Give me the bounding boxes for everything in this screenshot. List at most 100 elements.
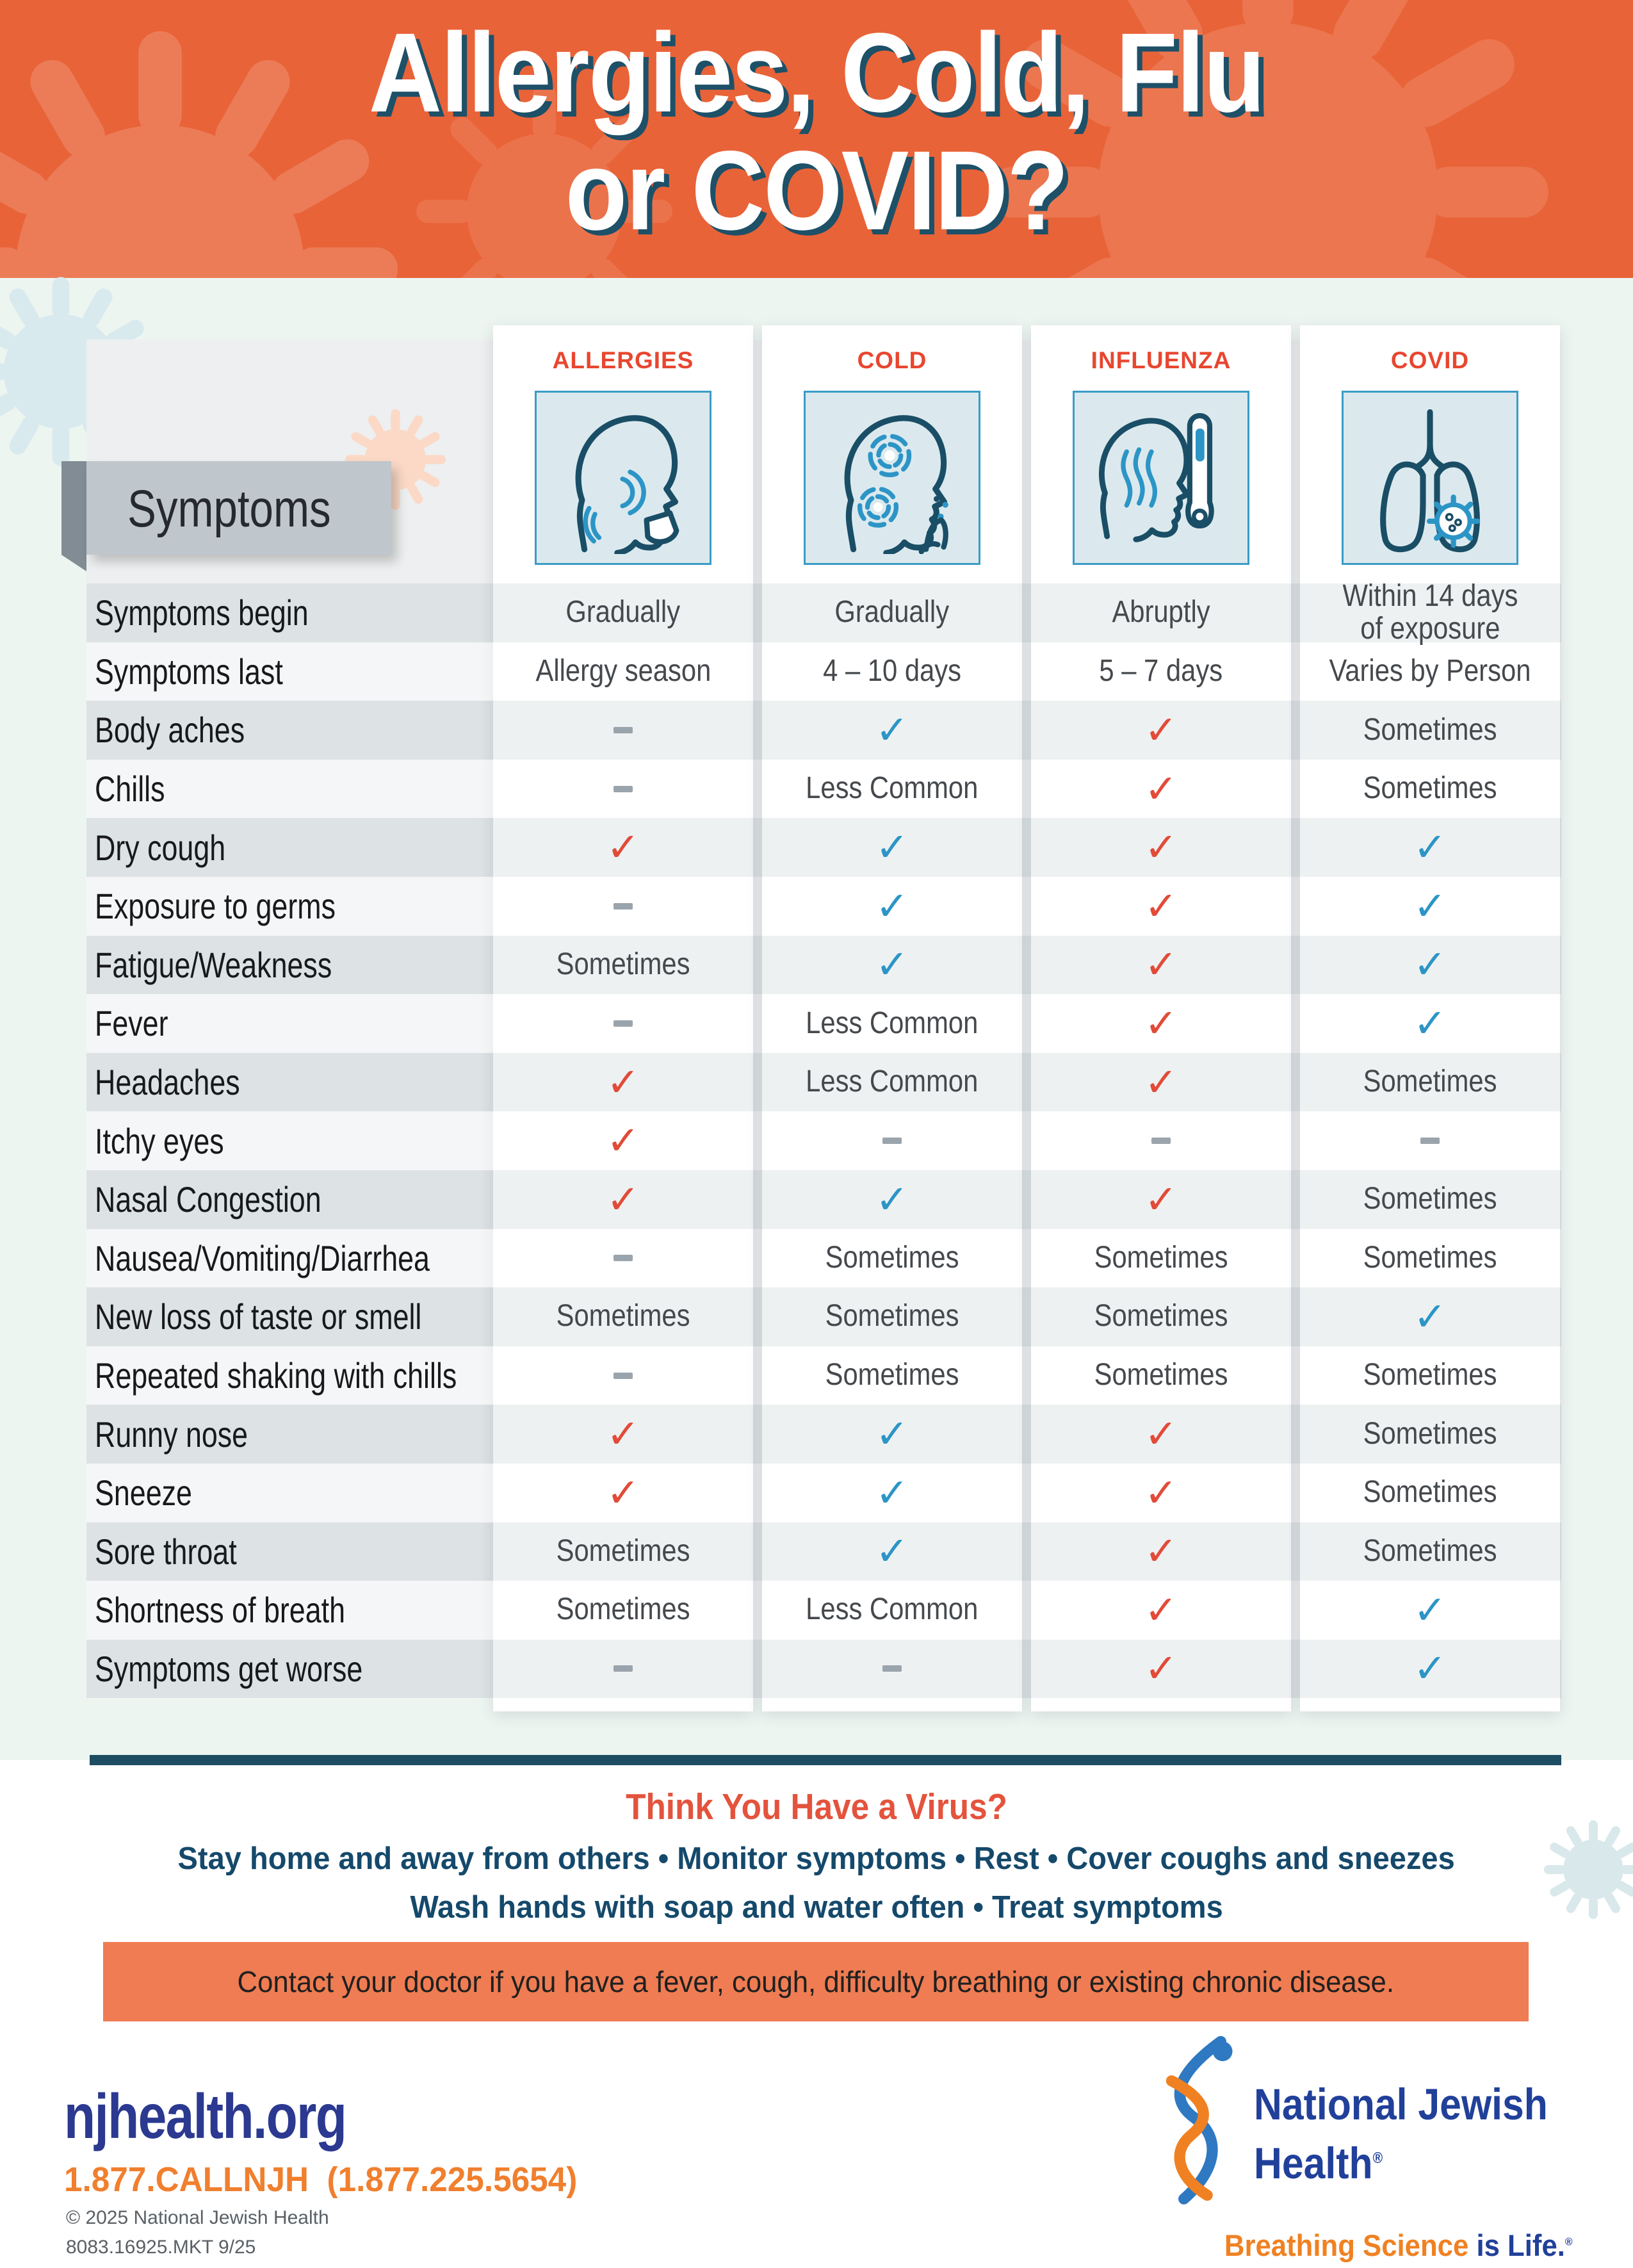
- check-icon: ✓: [875, 706, 909, 753]
- table-cell-allergies: [493, 877, 753, 936]
- table-row: Exposure to germs ✓ ✓ ✓: [86, 876, 1561, 936]
- symptoms-tab-fold: [61, 461, 86, 571]
- table-cell-influenza: 5 – 7 days: [1031, 642, 1291, 701]
- symptom-label: Chills: [86, 759, 494, 819]
- check-icon: ✓: [875, 941, 909, 988]
- virus-decoration-icon: [0, 31, 398, 278]
- dash-icon: [613, 785, 633, 792]
- check-icon: ✓: [875, 1410, 909, 1458]
- table-cell-influenza: [1031, 1111, 1291, 1170]
- cell-text: Less Common: [806, 1592, 979, 1627]
- cold-coughing-head-icon: [804, 391, 980, 565]
- check-icon: ✓: [1413, 824, 1447, 871]
- cell-text: Varies by Person: [1329, 653, 1531, 688]
- virus-decoration-icon: [987, 0, 1548, 278]
- cell-text: Sometimes: [556, 1299, 690, 1334]
- table-cell-cold: Gradually: [762, 583, 1022, 642]
- table-cell-influenza: ✓: [1031, 994, 1291, 1053]
- cell-text: Sometimes: [1094, 1299, 1228, 1334]
- table-cell-covid: ✓: [1300, 877, 1560, 936]
- table-cell-allergies: Sometimes: [493, 936, 753, 995]
- check-icon: ✓: [1144, 706, 1178, 753]
- check-icon: ✓: [875, 824, 909, 871]
- dash-icon: [882, 1138, 902, 1145]
- table-cell-allergies: ✓: [493, 1053, 753, 1112]
- check-icon: ✓: [606, 1469, 640, 1516]
- table-cell-covid: ✓: [1300, 1581, 1560, 1640]
- table-cell-covid: Sometimes: [1300, 1522, 1560, 1581]
- table-cell-cold: 4 – 10 days: [762, 642, 1022, 701]
- dash-icon: [1151, 1138, 1171, 1145]
- cell-text: Less Common: [806, 1006, 979, 1040]
- table-cell-cold: ✓: [762, 1170, 1022, 1229]
- cell-text: Sometimes: [1363, 1358, 1497, 1392]
- dash-icon: [1420, 1138, 1440, 1145]
- symptom-label-text: Nausea/Vomiting/Diarrhea: [95, 1237, 430, 1278]
- check-icon: ✓: [1144, 1645, 1178, 1692]
- table-cell-allergies: ✓: [493, 818, 753, 877]
- symptom-label-text: Symptoms last: [95, 651, 283, 692]
- cell-text: Sometimes: [1363, 1065, 1497, 1099]
- table-row: Headaches ✓ Less Common ✓ Sometimes: [86, 1052, 1561, 1112]
- symptom-label: Nausea/Vomiting/Diarrhea: [86, 1228, 494, 1288]
- table-cell-covid: Sometimes: [1300, 1346, 1560, 1405]
- table-cell-influenza: ✓: [1031, 877, 1291, 936]
- table-cell-allergies: [493, 1640, 753, 1699]
- cell-text: Sometimes: [1363, 1475, 1497, 1510]
- symptom-label: Itchy eyes: [86, 1111, 494, 1170]
- cell-text: Sometimes: [1094, 1240, 1228, 1275]
- table-cell-influenza: Sometimes: [1031, 1346, 1291, 1405]
- symptom-label-text: Repeated shaking with chills: [95, 1355, 457, 1396]
- table-row: New loss of taste or smell Sometimes Somet…: [86, 1287, 1561, 1346]
- table-cell-influenza: ✓: [1031, 1522, 1291, 1581]
- brand-tagline: Breathing Science is Life.®: [1224, 2228, 1573, 2263]
- brand-line-2: Health: [1254, 2139, 1373, 2188]
- advice-line-2: Wash hands with soap and water often • T…: [0, 1889, 1633, 1925]
- table-cell-cold: Less Common: [762, 1581, 1022, 1640]
- cell-text: Sometimes: [556, 1592, 690, 1627]
- tagline-navy-part: is Life.: [1468, 2228, 1566, 2262]
- table-cell-influenza: ✓: [1031, 701, 1291, 760]
- section-divider: [90, 1755, 1561, 1765]
- cell-text: Sometimes: [1363, 1240, 1497, 1275]
- symptom-label-text: Nasal Congestion: [95, 1179, 321, 1220]
- cell-text: Sometimes: [1094, 1358, 1228, 1392]
- table-cell-influenza: ✓: [1031, 1405, 1291, 1464]
- check-icon: ✓: [875, 1528, 909, 1575]
- table-cell-allergies: ✓: [493, 1111, 753, 1170]
- table-cell-covid: Sometimes: [1300, 1464, 1560, 1522]
- dash-icon: [613, 1372, 633, 1379]
- table-cell-covid: [1300, 1111, 1560, 1170]
- table-cell-allergies: [493, 701, 753, 760]
- table-cell-covid: Sometimes: [1300, 1170, 1560, 1229]
- cell-text: Abruptly: [1112, 595, 1210, 630]
- table-cell-cold: ✓: [762, 877, 1022, 936]
- table-cell-influenza: Abruptly: [1031, 583, 1291, 642]
- cell-text: Gradually: [565, 595, 681, 630]
- table-cell-allergies: Sometimes: [493, 1581, 753, 1640]
- column-header-allergies: ALLERGIES: [552, 347, 694, 373]
- dash-icon: [613, 902, 633, 910]
- table-cell-allergies: Gradually: [493, 583, 753, 642]
- website-url: njhealth.org: [64, 2081, 347, 2151]
- cell-text: 5 – 7 days: [1099, 653, 1223, 688]
- advice-line-2-text: Wash hands with soap and water often • T…: [410, 1890, 1223, 1925]
- cell-text: Sometimes: [825, 1299, 959, 1334]
- table-cell-covid: Sometimes: [1300, 760, 1560, 819]
- tagline-orange-part: Breathing Science: [1224, 2228, 1469, 2262]
- table-cell-cold: ✓: [762, 1464, 1022, 1522]
- cell-text: Allergy season: [535, 653, 711, 688]
- table-cell-covid: Sometimes: [1300, 701, 1560, 760]
- cell-text: Sometimes: [556, 947, 690, 981]
- table-cell-cold: ✓: [762, 1405, 1022, 1464]
- check-icon: ✓: [875, 1469, 909, 1516]
- table-cell-allergies: [493, 760, 753, 819]
- check-icon: ✓: [1144, 1175, 1178, 1223]
- column-header-influenza: INFLUENZA: [1091, 347, 1231, 373]
- check-icon: ✓: [1144, 999, 1178, 1047]
- symptom-label-text: Fever: [95, 1003, 168, 1044]
- table-cell-influenza: ✓: [1031, 936, 1291, 995]
- symptom-label-text: Shortness of breath: [95, 1590, 345, 1631]
- table-cell-covid: Sometimes: [1300, 1229, 1560, 1288]
